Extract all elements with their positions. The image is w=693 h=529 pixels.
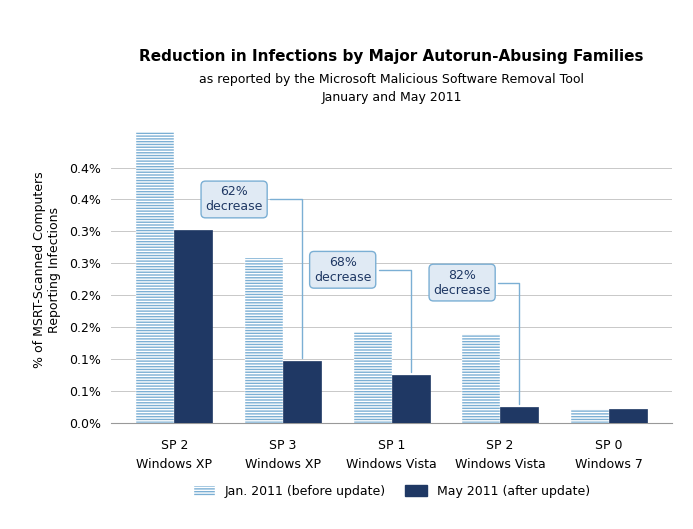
Legend: Jan. 2011 (before update), May 2011 (after update): Jan. 2011 (before update), May 2011 (aft…: [188, 480, 595, 503]
Bar: [353, 332, 392, 423]
Y-axis label: % of MSRT-Scanned Computers
Reporting Infections: % of MSRT-Scanned Computers Reporting In…: [33, 171, 61, 368]
Text: Windows XP: Windows XP: [137, 458, 212, 471]
Text: Windows XP: Windows XP: [245, 458, 321, 471]
Text: SP 3: SP 3: [270, 439, 297, 452]
Bar: [137, 132, 175, 423]
Bar: [571, 409, 608, 423]
Bar: [500, 407, 538, 423]
Text: 68%
decrease: 68% decrease: [314, 256, 410, 372]
Text: January and May 2011: January and May 2011: [322, 91, 462, 104]
Bar: [608, 409, 647, 423]
Bar: [462, 334, 500, 423]
Text: SP 2: SP 2: [486, 439, 514, 452]
Title: Reduction in Infections by Major Autorun-Abusing Families: Reduction in Infections by Major Autorun…: [139, 49, 644, 64]
Text: Windows Vista: Windows Vista: [346, 458, 437, 471]
Text: SP 0: SP 0: [595, 439, 622, 452]
Text: SP 2: SP 2: [161, 439, 188, 452]
Text: SP 1: SP 1: [378, 439, 405, 452]
Bar: [175, 230, 212, 423]
Text: Windows Vista: Windows Vista: [455, 458, 545, 471]
Text: 62%
decrease: 62% decrease: [205, 186, 302, 358]
Bar: [392, 375, 430, 423]
Text: as reported by the Microsoft Malicious Software Removal Tool: as reported by the Microsoft Malicious S…: [199, 72, 584, 86]
Text: Windows 7: Windows 7: [574, 458, 642, 471]
Bar: [245, 258, 283, 423]
Bar: [283, 361, 321, 423]
Text: 82%
decrease: 82% decrease: [433, 269, 519, 404]
